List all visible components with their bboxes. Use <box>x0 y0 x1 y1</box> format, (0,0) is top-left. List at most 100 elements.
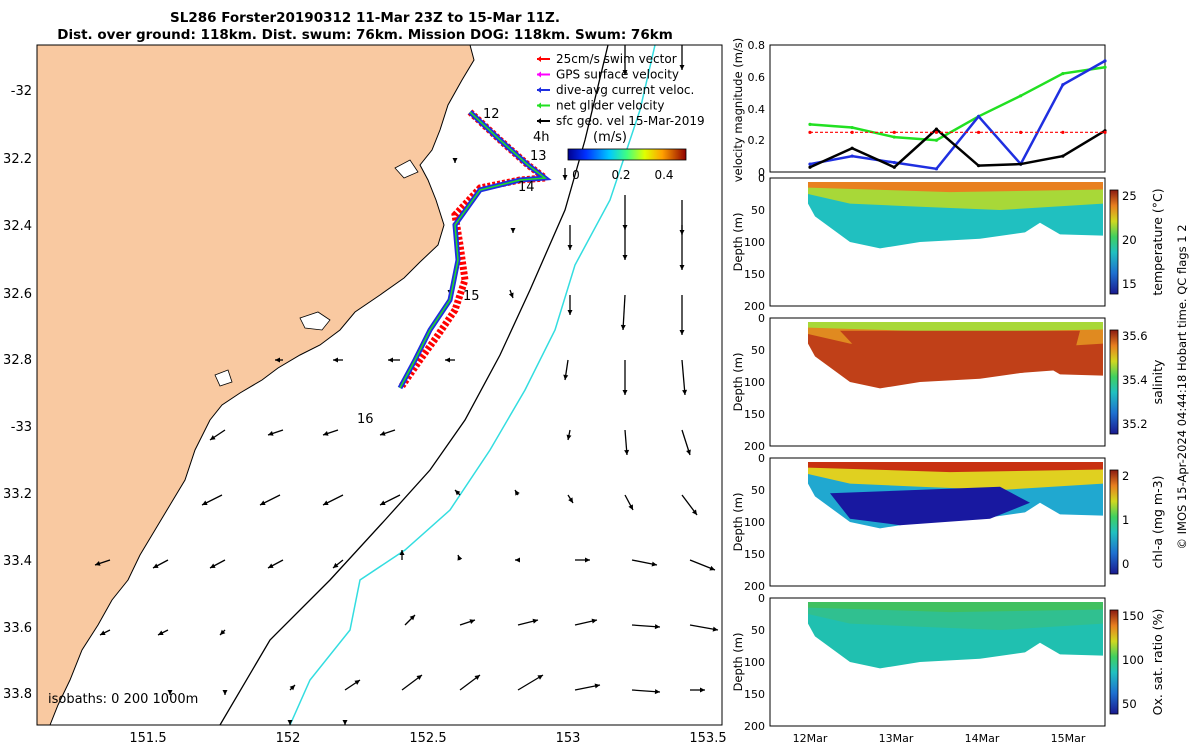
depth-tick: 200 <box>744 300 765 313</box>
velocity-point <box>934 138 939 142</box>
current-arrow <box>222 690 228 695</box>
y-tick: 0.8 <box>748 39 766 52</box>
velocity-point <box>976 164 981 168</box>
current-arrow <box>517 618 539 626</box>
depth-tick: 150 <box>744 408 765 421</box>
isobaths-legend: isobaths: 0 200 1000m <box>48 692 198 707</box>
depth-tick: 100 <box>744 516 765 529</box>
colorbar-tick: 0.4 <box>654 168 673 182</box>
current-arrow <box>94 559 111 566</box>
depth-tick: 100 <box>744 376 765 389</box>
current-arrow <box>508 289 514 299</box>
legend-item: GPS surface velocity <box>537 68 679 82</box>
current-arrow <box>689 559 716 571</box>
colorbar-tick: 0 <box>1122 557 1129 571</box>
velocity-point <box>892 165 896 169</box>
velocity-point <box>892 130 896 134</box>
figure-title-line1: SL286 Forster20190312 11-Mar 23Z to 15-M… <box>170 10 560 26</box>
colorbar-label: salinity <box>1150 359 1165 404</box>
figure-title-line2: Dist. over ground: 118km. Dist. swum: 76… <box>57 27 673 43</box>
legend-label: sfc geo. vel 15-Mar-2019 <box>556 114 705 128</box>
velocity-panel: 0.8 0.6 0.4 0.2 0 velocity magnitude (m/… <box>731 38 1107 182</box>
depth-tick: 200 <box>744 580 765 593</box>
current-arrow <box>567 295 573 315</box>
legend-item: 25cm/s swim vector <box>537 52 677 66</box>
land-coastline <box>37 45 475 725</box>
current-arrow <box>99 629 111 636</box>
section-colorbar <box>1109 189 1119 295</box>
velocity-point <box>808 130 812 134</box>
current-arrow <box>333 357 343 363</box>
colorbar-label: Ox. sat. ratio (%) <box>1150 609 1165 716</box>
colorbar-tick: 150 <box>1122 609 1144 623</box>
glider-track <box>397 109 555 390</box>
four-hour-label: 4h <box>533 130 550 145</box>
y-tick: 32.2 <box>3 152 32 167</box>
x-tick: 153 <box>556 731 581 746</box>
depth-tick: 150 <box>744 548 765 561</box>
legend-item: dive-avg current veloc. <box>537 83 694 97</box>
velocity-point <box>850 154 854 158</box>
current-arrow <box>209 429 226 441</box>
velocity-point <box>934 130 939 134</box>
current-arrow <box>624 429 630 456</box>
velocity-point <box>892 135 896 139</box>
current-arrow <box>344 679 361 691</box>
current-arrow <box>575 557 590 563</box>
current-arrow <box>275 357 283 363</box>
depth-tick: 50 <box>751 484 765 497</box>
current-arrow <box>289 684 296 691</box>
y-tick: -33 <box>11 420 32 435</box>
x-tick: 152 <box>276 731 301 746</box>
legend-label: dive-avg current veloc. <box>556 83 694 97</box>
time-tick: 14Mar <box>965 732 1000 745</box>
x-tick: 153.5 <box>689 731 726 746</box>
time-tick: 12Mar <box>793 732 828 745</box>
section-panel-salinity: 0 50 100 150 200 Depth (m) 35.6 35.4 35.2salinit… <box>731 312 1165 453</box>
current-arrow <box>622 45 628 75</box>
colorbar-tick: 100 <box>1122 653 1144 667</box>
current-arrow <box>267 559 284 569</box>
section-data-surface <box>808 322 1103 333</box>
x-tick: 151.5 <box>129 731 166 746</box>
velocity-point <box>1061 154 1065 158</box>
current-arrow <box>510 228 516 233</box>
depth-tick: 100 <box>744 656 765 669</box>
current-arrow <box>620 294 626 331</box>
velocity-point <box>1061 71 1065 76</box>
legend-label: net glider velocity <box>556 99 664 113</box>
legend-item: sfc geo. vel 15-Mar-2019 <box>537 114 705 128</box>
depth-tick: 50 <box>751 204 765 217</box>
y-tick: 32.6 <box>3 287 32 302</box>
velocity-series-line <box>809 65 1106 142</box>
colorbar-swatch <box>567 148 687 161</box>
isobath-1000m <box>289 45 656 725</box>
section-data-surface <box>808 462 1103 473</box>
current-arrow <box>452 158 458 163</box>
colorbar-tick: 35.4 <box>1122 373 1148 387</box>
depth-tick: 150 <box>744 688 765 701</box>
current-arrow <box>567 494 574 504</box>
current-arrow <box>681 359 688 396</box>
current-arrow <box>631 624 661 630</box>
section-panel-chla: 0 50 100 150 200 Depth (m) 2 1 0 chl-a (mg m-3) <box>731 452 1165 593</box>
y-tick: -32 <box>11 84 32 99</box>
track-colorbar: (m/s) 0 0.2 0.4 <box>567 130 687 182</box>
depth-tick: 50 <box>751 624 765 637</box>
current-arrow <box>209 559 226 569</box>
velocity-point <box>976 114 981 119</box>
colorbar-tick: 50 <box>1122 697 1137 711</box>
time-tick: 15Mar <box>1051 732 1086 745</box>
current-arrow <box>322 494 344 506</box>
current-arrow <box>679 45 685 70</box>
depth-tick: 0 <box>758 592 765 605</box>
current-arrow <box>563 359 569 381</box>
legend-arrowhead <box>537 118 541 124</box>
y-tick: 33.2 <box>3 487 32 502</box>
velocity-point <box>850 125 854 130</box>
map-panel: 12 13 14 15 16 4h isobaths: 0 200 1000m <box>37 45 722 725</box>
depth-label: Depth (m) <box>731 633 745 692</box>
current-arrow <box>322 429 339 436</box>
section-data-surface <box>808 182 1103 193</box>
current-arrow <box>679 295 685 335</box>
